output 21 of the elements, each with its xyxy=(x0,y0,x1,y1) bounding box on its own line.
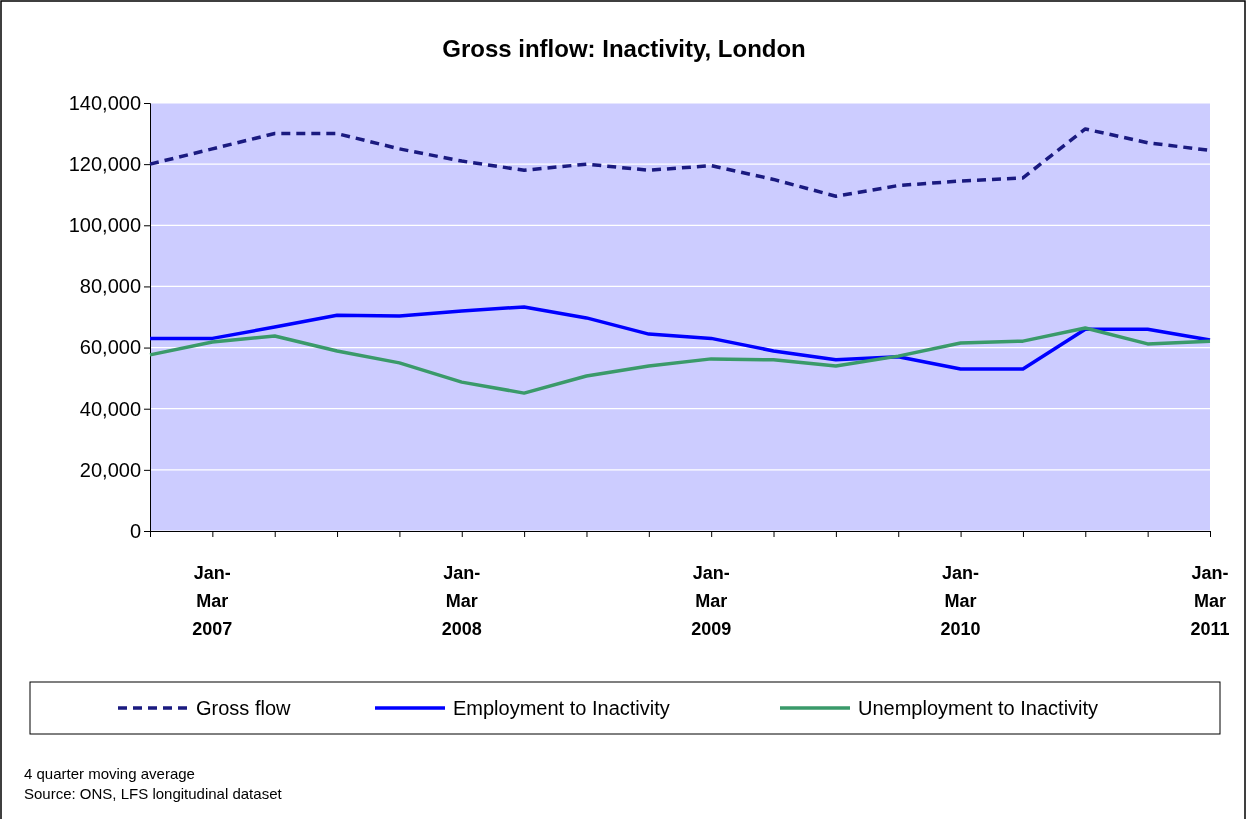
y-tick-label: 20,000 xyxy=(79,458,141,481)
legend-label: Employment to Inactivity xyxy=(453,697,670,719)
legend-label: Unemployment to Inactivity xyxy=(858,697,1099,719)
x-tick-label: Jan-Mar 2010 xyxy=(940,563,981,639)
y-tick-label: 60,000 xyxy=(79,336,141,359)
y-tick-label: 140,000 xyxy=(68,91,141,114)
source-note: Source: ONS, LFS longitudinal dataset xyxy=(24,785,283,802)
x-tick-label: Jan-Mar 2011 xyxy=(1190,563,1230,639)
x-tick-label: Jan-Mar 2009 xyxy=(691,563,732,639)
legend-label: Gross flow xyxy=(196,697,292,719)
y-tick-label: 120,000 xyxy=(68,153,141,176)
x-tick-label: Jan-Mar 2007 xyxy=(192,563,233,639)
x-tick-label: Jan-Mar 2008 xyxy=(441,563,482,639)
text: 4 quarter moving average xyxy=(24,765,195,782)
y-tick-label: 0 xyxy=(129,519,141,542)
line-series xyxy=(148,326,1212,395)
chart-title: Gross inflow: Inactivity, London xyxy=(442,35,806,62)
y-tick-label: 100,000 xyxy=(68,214,141,237)
y-tick-label: 80,000 xyxy=(79,275,141,298)
y-tick-label: 40,000 xyxy=(79,397,141,420)
line-series xyxy=(148,305,1212,371)
